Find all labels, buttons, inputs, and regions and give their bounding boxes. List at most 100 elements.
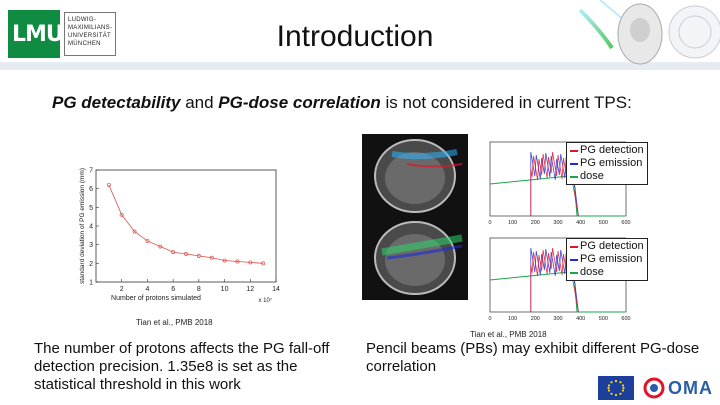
legend-label: PG emission: [580, 253, 643, 265]
data-point: [171, 250, 176, 255]
legend-label: PG emission: [580, 157, 643, 169]
dose-x-tick-label: 300: [553, 220, 562, 226]
pg-emission-curve-bottom: [530, 247, 579, 313]
dose-legend-bottom: PG detection PG emission dose: [566, 238, 648, 281]
pg-detection-curve-top: [530, 151, 579, 217]
data-point: [119, 212, 124, 217]
y-tick-label: 1: [89, 280, 93, 287]
y-tick-label: 4: [89, 224, 93, 231]
legend-item: PG detection: [570, 240, 644, 253]
head-beam-illustration: [560, 0, 720, 65]
oma-emblem-icon: [643, 377, 665, 399]
header: LMU LUDWIG- MAXIMILIANS- UNIVERSITÄT MÜN…: [0, 0, 720, 70]
series-line: [108, 184, 264, 264]
legend-swatch: [570, 271, 578, 274]
dose-x-tick-label: 500: [599, 316, 608, 322]
lmu-wordmark: LUDWIG- MAXIMILIANS- UNIVERSITÄT MÜNCHEN: [68, 16, 112, 48]
x-tick-label: 2: [120, 286, 124, 293]
data-point: [222, 258, 227, 263]
legend-swatch: [570, 175, 578, 178]
dose-x-tick-label: 0: [488, 220, 491, 226]
x-multiplier-label: x 10⁷: [258, 297, 272, 302]
data-point: [209, 255, 214, 260]
pg-emission-curve-top: [530, 151, 579, 217]
lead-emphasis-1: PG detectability: [52, 93, 181, 112]
data-point: [261, 261, 266, 266]
x-axis-label: Number of protons simulated: [111, 295, 201, 302]
plot-frame: [95, 169, 277, 283]
dose-x-tick-label: 200: [531, 316, 540, 322]
x-tick-label: 12: [246, 286, 254, 293]
lmu-line-3: UNIVERSITÄT: [68, 33, 111, 39]
y-tick-label: 7: [89, 168, 93, 175]
dose-x-tick-label: 0: [488, 316, 491, 322]
dose-curve-top: [489, 149, 626, 217]
ct-scan-images: [362, 134, 468, 300]
page-title: Introduction: [276, 20, 434, 53]
x-tick-label: 10: [221, 286, 229, 293]
lead-connector: and: [180, 93, 219, 112]
data-point: [184, 252, 188, 256]
x-tick-label: 8: [197, 286, 201, 293]
data-point: [235, 259, 240, 264]
dose-x-tick-label: 400: [576, 316, 585, 322]
lmu-line-4: MÜNCHEN: [68, 41, 101, 47]
data-point: [196, 253, 201, 258]
bottom-right-text: Pencil beams (PBs) may exhibit different…: [366, 340, 700, 375]
y-tick-label: 3: [89, 242, 93, 249]
dose-x-tick-label: 600: [621, 316, 630, 322]
lead-tail: is not considered in current TPS:: [380, 93, 632, 112]
lead-emphasis-2: PG-dose correlation: [218, 93, 381, 112]
data-point: [145, 238, 150, 243]
lmu-logo-mark: LMU: [8, 10, 64, 58]
data-point: [132, 229, 137, 234]
data-point: [106, 182, 111, 187]
legend-item: PG emission: [570, 253, 644, 266]
legend-item: PG detection: [570, 144, 644, 157]
dose-x-tick-label: 500: [599, 220, 608, 226]
eu-flag-icon: [598, 376, 634, 400]
x-tick-label: 14: [272, 286, 280, 293]
citation-right: Tian et al., PMB 2018: [470, 330, 547, 339]
y-tick-label: 5: [89, 205, 93, 212]
legend-label: dose: [580, 170, 604, 182]
dose-legend-top: PG detection PG emission dose: [566, 142, 648, 185]
dose-x-tick-label: 100: [508, 316, 517, 322]
lmu-logo: LMU LUDWIG- MAXIMILIANS- UNIVERSITÄT MÜN…: [8, 10, 116, 58]
bottom-left-text: The number of protons affects the PG fal…: [34, 340, 330, 393]
legend-swatch: [570, 149, 578, 152]
citation-left: Tian et al., PMB 2018: [136, 318, 213, 327]
oma-logo-text: OMA: [668, 378, 713, 398]
dose-curve-bottom: [489, 245, 626, 313]
lmu-line-2: MAXIMILIANS-: [68, 25, 113, 31]
legend-swatch: [570, 245, 578, 248]
dose-x-tick-label: 300: [553, 316, 562, 322]
lead-text: PG detectability and PG-dose correlation…: [52, 92, 652, 114]
dose-x-tick-label: 400: [576, 220, 585, 226]
legend-swatch: [570, 162, 578, 165]
data-point: [158, 244, 163, 249]
dose-x-tick-label: 600: [621, 220, 630, 226]
lmu-logo-box: [64, 12, 116, 56]
legend-label: dose: [580, 266, 604, 278]
y-tick-label: 2: [89, 261, 93, 268]
data-point: [248, 260, 253, 265]
y-tick-label: 6: [89, 186, 93, 193]
legend-item: dose: [570, 266, 644, 279]
y-axis-label: standard deviation of PG emission (mm): [79, 168, 86, 284]
header-band: [0, 62, 720, 70]
lmu-line-1: LUDWIG-: [68, 17, 97, 23]
legend-label: PG detection: [580, 144, 644, 156]
x-tick-label: 6: [171, 286, 175, 293]
dose-x-tick-label: 200: [531, 220, 540, 226]
legend-item: dose: [570, 170, 644, 183]
lmu-mark-text: LMU: [12, 22, 64, 47]
oma-logo: OMA: [642, 374, 720, 402]
legend-label: PG detection: [580, 240, 644, 252]
legend-swatch: [570, 258, 578, 261]
legend-item: PG emission: [570, 157, 644, 170]
pg-detection-curve-bottom: [530, 247, 579, 313]
dose-x-tick-label: 100: [508, 220, 517, 226]
x-tick-label: 4: [145, 286, 149, 293]
